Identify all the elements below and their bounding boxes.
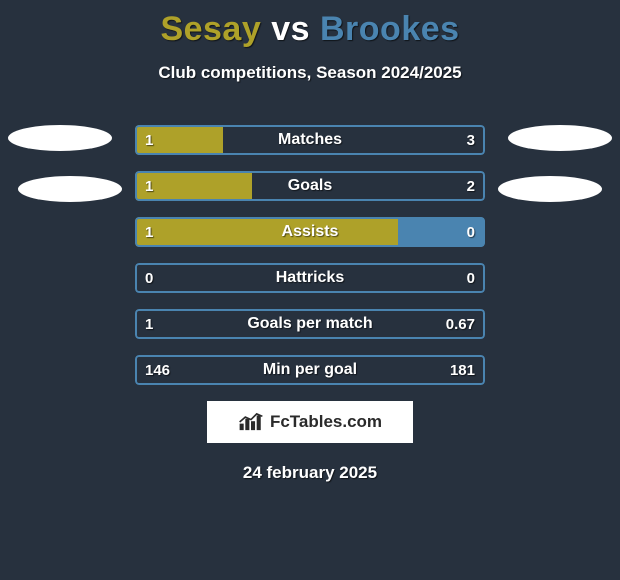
player2-badge-bottom	[498, 176, 602, 202]
player1-badge-top	[8, 125, 112, 151]
stat-row: 0 0Hattricks	[135, 263, 485, 293]
brand-badge: FcTables.com	[207, 401, 413, 443]
stat-label: Goals per match	[135, 309, 485, 339]
stat-value-right: 0.67	[436, 309, 485, 339]
stat-label: Min per goal	[135, 355, 485, 385]
stat-value-right: 181	[440, 355, 485, 385]
stat-value-left: 0	[135, 263, 163, 293]
stat-row: 146 181Min per goal	[135, 355, 485, 385]
chart-area: 13Matches12Goals10Assists00Hattricks10.6…	[0, 125, 620, 483]
title-player2: Brookes	[320, 10, 460, 48]
stat-value-right: 3	[457, 125, 485, 155]
stat-value-left: 1	[135, 309, 163, 339]
bar-border	[135, 309, 485, 339]
stat-value-right: 0	[457, 217, 485, 247]
comparison-title: Sesay vs Brookes	[0, 0, 620, 49]
stat-value-left: 1	[135, 217, 163, 247]
stat-value-left: 146	[135, 355, 180, 385]
stat-row: 1 0.67Goals per match	[135, 309, 485, 339]
bar-border	[135, 355, 485, 385]
stat-value-left: 1	[135, 125, 163, 155]
stat-value-right: 2	[457, 171, 485, 201]
brand-text: FcTables.com	[270, 412, 382, 432]
subtitle: Club competitions, Season 2024/2025	[0, 63, 620, 83]
player2-badge-top	[508, 125, 612, 151]
bar-fill-left	[135, 217, 398, 247]
bar-border	[135, 263, 485, 293]
stat-row: 13Matches	[135, 125, 485, 155]
date-text: 24 february 2025	[0, 463, 620, 483]
brand-chart-icon	[238, 411, 264, 433]
stat-row: 10Assists	[135, 217, 485, 247]
title-player1: Sesay	[160, 10, 261, 48]
bars-container: 13Matches12Goals10Assists00Hattricks10.6…	[135, 125, 485, 385]
stat-value-left: 1	[135, 171, 163, 201]
stat-row: 12Goals	[135, 171, 485, 201]
stat-label: Hattricks	[135, 263, 485, 293]
stat-value-right: 0	[457, 263, 485, 293]
player1-badge-bottom	[18, 176, 122, 202]
title-vs: vs	[271, 10, 310, 48]
